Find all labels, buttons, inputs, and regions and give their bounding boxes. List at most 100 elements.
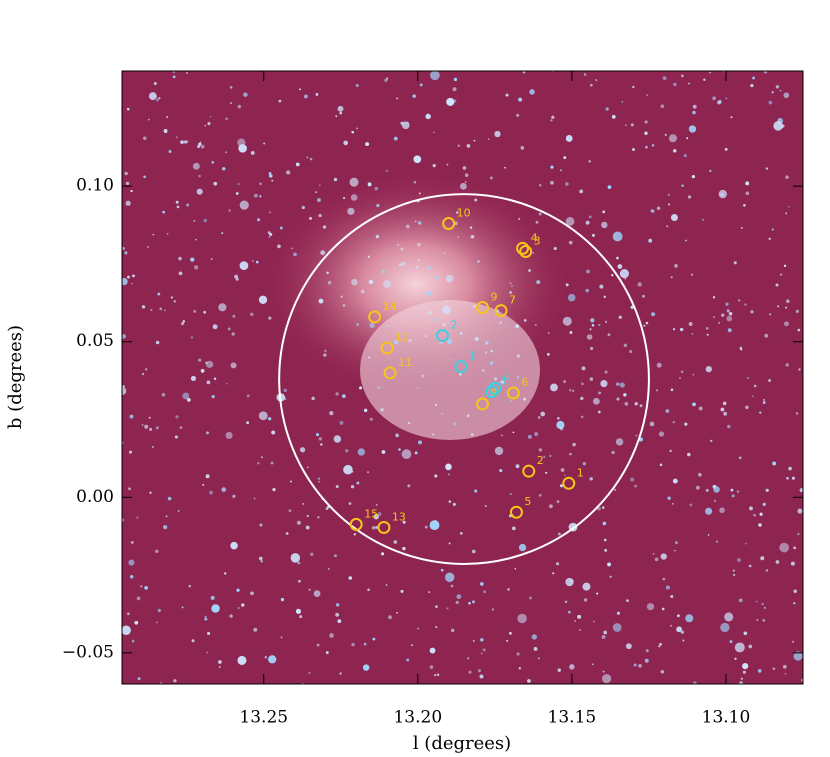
- star: [527, 434, 532, 439]
- star: [645, 649, 649, 653]
- star: [237, 104, 242, 109]
- star: [429, 665, 434, 669]
- star: [207, 122, 211, 126]
- star: [793, 602, 796, 605]
- star: [318, 213, 322, 218]
- star: [762, 398, 765, 401]
- star: [516, 113, 520, 117]
- star: [630, 305, 634, 309]
- star: [218, 666, 221, 669]
- star: [477, 260, 480, 263]
- star: [540, 411, 546, 417]
- star: [728, 311, 733, 316]
- star: [652, 553, 655, 555]
- star: [435, 275, 440, 280]
- star: [345, 449, 349, 453]
- source-marker: [383, 366, 397, 380]
- star: [246, 421, 250, 425]
- star: [211, 604, 220, 613]
- star: [614, 488, 617, 491]
- star: [417, 242, 421, 247]
- star: [203, 310, 207, 314]
- star: [604, 320, 608, 324]
- star: [779, 273, 783, 276]
- star: [532, 251, 535, 254]
- star: [151, 446, 154, 448]
- star: [719, 507, 725, 514]
- star: [490, 349, 493, 353]
- star: [144, 586, 148, 590]
- region-circle: [278, 193, 650, 565]
- star: [174, 435, 178, 439]
- star: [207, 631, 211, 636]
- star: [742, 663, 749, 670]
- star: [482, 648, 486, 652]
- star: [298, 579, 301, 583]
- star: [624, 124, 628, 127]
- star: [724, 612, 734, 622]
- star: [753, 513, 756, 517]
- star: [752, 76, 756, 80]
- star: [175, 200, 179, 204]
- star: [221, 232, 224, 235]
- star: [775, 560, 780, 564]
- star: [311, 396, 315, 401]
- star: [518, 97, 523, 102]
- star: [385, 169, 388, 172]
- star: [320, 443, 323, 446]
- star: [190, 257, 195, 262]
- star: [643, 324, 646, 327]
- star: [371, 525, 376, 530]
- source-marker: [516, 241, 530, 255]
- star: [765, 569, 769, 572]
- star: [600, 380, 608, 388]
- star: [444, 572, 455, 583]
- star: [440, 568, 444, 572]
- star: [777, 305, 780, 308]
- star: [166, 116, 169, 118]
- star: [769, 313, 772, 316]
- star: [415, 265, 419, 269]
- star: [302, 502, 305, 505]
- star: [416, 386, 419, 389]
- star: [367, 182, 372, 187]
- star: [234, 274, 239, 279]
- star: [299, 88, 301, 91]
- star: [453, 77, 458, 82]
- star: [528, 269, 531, 272]
- star: [306, 466, 309, 469]
- source-label: 5: [524, 495, 531, 508]
- star: [428, 310, 432, 315]
- star: [720, 622, 730, 633]
- star: [713, 499, 717, 503]
- star: [632, 85, 635, 89]
- star: [560, 468, 565, 472]
- star: [305, 525, 310, 530]
- star: [713, 316, 715, 319]
- star: [164, 309, 166, 312]
- star: [660, 670, 665, 674]
- star: [335, 612, 340, 617]
- star: [480, 652, 483, 655]
- star: [591, 233, 595, 237]
- star: [165, 515, 168, 518]
- star: [615, 438, 624, 446]
- star: [677, 614, 680, 618]
- star: [296, 520, 301, 525]
- star: [534, 324, 537, 326]
- star: [253, 497, 256, 500]
- star: [299, 447, 306, 453]
- star: [187, 398, 191, 402]
- star: [593, 620, 595, 623]
- star: [518, 667, 521, 670]
- star: [301, 205, 305, 210]
- star: [771, 228, 774, 231]
- star: [434, 519, 437, 523]
- star: [313, 590, 321, 598]
- star: [268, 417, 272, 421]
- star: [589, 346, 594, 351]
- star: [268, 655, 277, 664]
- star: [595, 79, 598, 81]
- star: [229, 614, 233, 618]
- star: [472, 304, 477, 308]
